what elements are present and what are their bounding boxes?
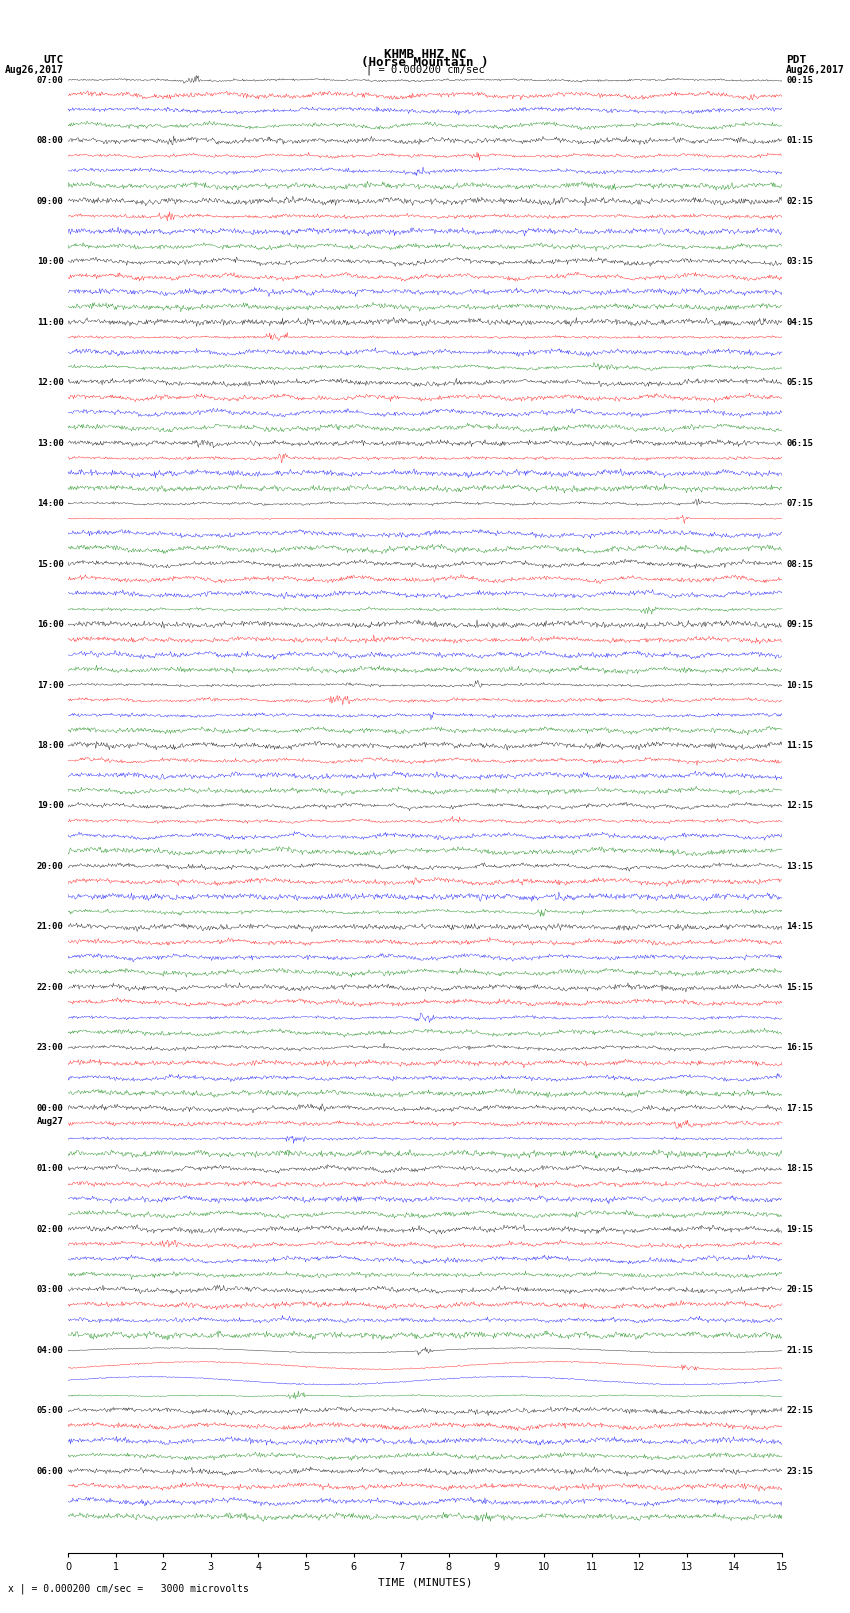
Text: 18:15: 18:15 bbox=[786, 1165, 813, 1173]
Text: 23:15: 23:15 bbox=[786, 1466, 813, 1476]
Text: 13:15: 13:15 bbox=[786, 861, 813, 871]
Text: 09:00: 09:00 bbox=[37, 197, 64, 205]
Text: 23:00: 23:00 bbox=[37, 1044, 64, 1052]
Text: 10:15: 10:15 bbox=[786, 681, 813, 689]
Text: Aug27: Aug27 bbox=[37, 1116, 64, 1126]
Text: 01:00: 01:00 bbox=[37, 1165, 64, 1173]
Text: 04:15: 04:15 bbox=[786, 318, 813, 326]
Text: 12:15: 12:15 bbox=[786, 802, 813, 810]
Text: 12:00: 12:00 bbox=[37, 377, 64, 387]
Text: 06:15: 06:15 bbox=[786, 439, 813, 447]
Text: 05:00: 05:00 bbox=[37, 1407, 64, 1415]
Text: 20:00: 20:00 bbox=[37, 861, 64, 871]
Text: x | = 0.000200 cm/sec =   3000 microvolts: x | = 0.000200 cm/sec = 3000 microvolts bbox=[8, 1582, 249, 1594]
Text: 01:15: 01:15 bbox=[786, 135, 813, 145]
Text: 13:00: 13:00 bbox=[37, 439, 64, 447]
Text: 04:00: 04:00 bbox=[37, 1345, 64, 1355]
Text: Aug26,2017: Aug26,2017 bbox=[5, 65, 64, 74]
Text: | = 0.000200 cm/sec: | = 0.000200 cm/sec bbox=[366, 65, 484, 76]
Text: PDT: PDT bbox=[786, 55, 807, 65]
Text: (Horse Mountain ): (Horse Mountain ) bbox=[361, 56, 489, 69]
Text: 11:00: 11:00 bbox=[37, 318, 64, 326]
X-axis label: TIME (MINUTES): TIME (MINUTES) bbox=[377, 1578, 473, 1587]
Text: 15:15: 15:15 bbox=[786, 982, 813, 992]
Text: 10:00: 10:00 bbox=[37, 256, 64, 266]
Text: 18:00: 18:00 bbox=[37, 740, 64, 750]
Text: 06:00: 06:00 bbox=[37, 1466, 64, 1476]
Text: 08:00: 08:00 bbox=[37, 135, 64, 145]
Text: 05:15: 05:15 bbox=[786, 377, 813, 387]
Text: 21:15: 21:15 bbox=[786, 1345, 813, 1355]
Text: 17:00: 17:00 bbox=[37, 681, 64, 689]
Text: 02:00: 02:00 bbox=[37, 1224, 64, 1234]
Text: 21:00: 21:00 bbox=[37, 923, 64, 931]
Text: 16:00: 16:00 bbox=[37, 619, 64, 629]
Text: 15:00: 15:00 bbox=[37, 560, 64, 568]
Text: 14:15: 14:15 bbox=[786, 923, 813, 931]
Text: Aug26,2017: Aug26,2017 bbox=[786, 65, 845, 74]
Text: 07:15: 07:15 bbox=[786, 498, 813, 508]
Text: 03:00: 03:00 bbox=[37, 1286, 64, 1294]
Text: 00:00: 00:00 bbox=[37, 1103, 64, 1113]
Text: 07:00: 07:00 bbox=[37, 76, 64, 84]
Text: UTC: UTC bbox=[43, 55, 64, 65]
Text: 00:15: 00:15 bbox=[786, 76, 813, 84]
Text: KHMB HHZ NC: KHMB HHZ NC bbox=[383, 48, 467, 61]
Text: 19:15: 19:15 bbox=[786, 1224, 813, 1234]
Text: 02:15: 02:15 bbox=[786, 197, 813, 205]
Text: 20:15: 20:15 bbox=[786, 1286, 813, 1294]
Text: 11:15: 11:15 bbox=[786, 740, 813, 750]
Text: 19:00: 19:00 bbox=[37, 802, 64, 810]
Text: 17:15: 17:15 bbox=[786, 1103, 813, 1113]
Text: 16:15: 16:15 bbox=[786, 1044, 813, 1052]
Text: 03:15: 03:15 bbox=[786, 256, 813, 266]
Text: 08:15: 08:15 bbox=[786, 560, 813, 568]
Text: 22:15: 22:15 bbox=[786, 1407, 813, 1415]
Text: 22:00: 22:00 bbox=[37, 982, 64, 992]
Text: 09:15: 09:15 bbox=[786, 619, 813, 629]
Text: 14:00: 14:00 bbox=[37, 498, 64, 508]
